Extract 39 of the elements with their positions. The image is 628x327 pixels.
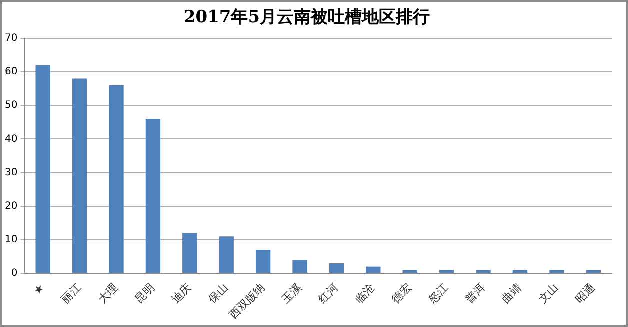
y-tick-label: 0 [11,268,18,280]
x-tick-label: 临沧 [352,281,378,306]
x-tick-label: 怒江 [426,281,451,307]
bar [439,270,454,274]
x-tick-label: 丽江 [59,281,84,306]
x-tick-label: 迪庆 [169,281,194,306]
y-tick-label: 20 [4,200,18,212]
x-tick-label: 红河 [316,281,341,306]
x-tick-label: 普洱 [462,281,488,306]
y-tick-label: 70 [4,32,18,44]
x-tick-label: ★ [30,281,48,298]
bar [329,263,344,274]
bar [402,270,418,274]
bar [146,119,161,274]
bar [366,266,381,274]
y-tick-label: 40 [4,134,18,145]
x-tick-label: 玉溪 [279,281,304,306]
bar [109,85,124,274]
bar [182,233,198,274]
bar [586,270,601,274]
bar [550,270,564,274]
y-tick-label: 10 [4,234,18,246]
bar [476,270,491,274]
bar [72,78,88,274]
x-tick-label: 昆明 [132,281,158,306]
x-tick-label: 大理 [96,281,121,306]
y-tick-label: 30 [4,167,18,178]
bar [512,270,528,274]
bar [292,260,308,274]
bar [256,250,271,274]
bar [219,236,234,274]
x-tick-label: 昭通 [573,281,598,306]
chart-title: 2017年5月云南被吐槽地区排行 [184,8,430,28]
bar [36,65,50,274]
x-tick-label: 德宏 [390,281,414,306]
y-tick-label: 50 [4,100,18,112]
x-tick-label: 曲靖 [500,281,524,306]
x-tick-label: 文山 [536,281,562,306]
y-tick-label: 60 [4,66,18,78]
